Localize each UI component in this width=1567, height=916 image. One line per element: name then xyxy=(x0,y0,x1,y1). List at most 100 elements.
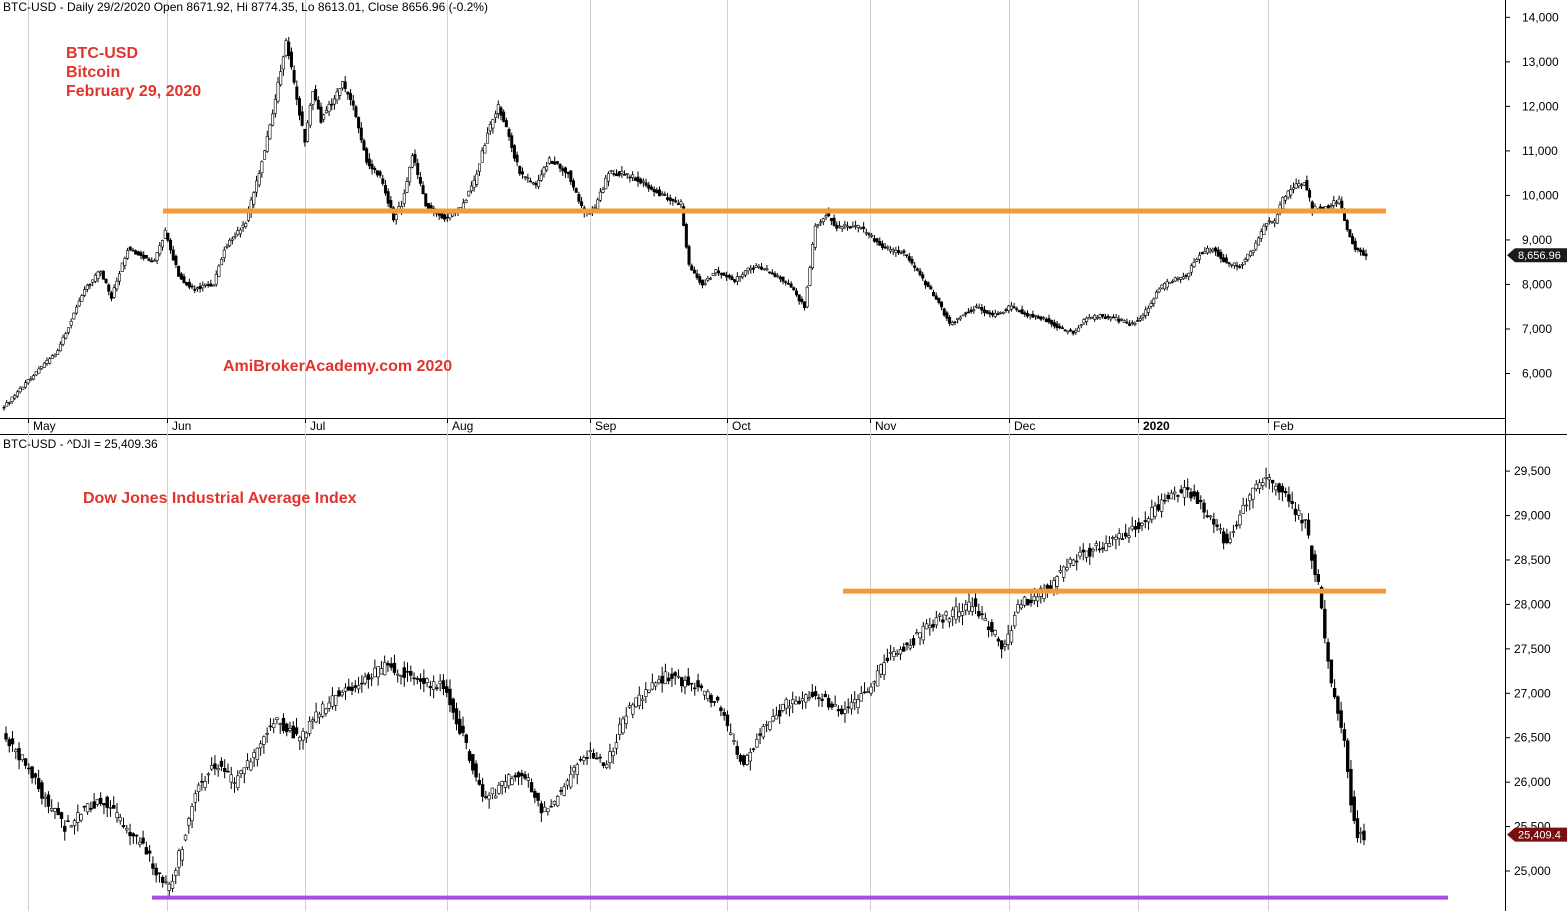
btc-candle xyxy=(128,246,132,251)
btc-candle xyxy=(1050,320,1054,325)
btc-candle xyxy=(1248,250,1252,256)
btc-candle xyxy=(1270,221,1274,223)
dji-candle xyxy=(836,708,841,712)
btc-candle xyxy=(1146,307,1150,313)
dji-candle xyxy=(115,812,119,819)
dji-candle xyxy=(964,604,968,611)
btc-candle xyxy=(394,214,398,220)
dji-candle xyxy=(1137,522,1141,530)
btc-candle xyxy=(1074,330,1078,333)
btc-candle xyxy=(10,396,14,402)
dji-candle xyxy=(405,671,410,673)
x-tick-label: 2020 xyxy=(1143,419,1170,433)
dji-candle xyxy=(56,807,60,816)
btc-candle xyxy=(66,327,70,333)
btc-candle xyxy=(166,232,170,241)
btc-candle xyxy=(187,281,191,288)
dji-candle xyxy=(467,751,472,761)
dji-candle xyxy=(1231,531,1236,533)
dji-candle xyxy=(1061,566,1066,578)
dji-candle xyxy=(1264,477,1268,479)
btc-candle xyxy=(316,99,320,110)
dji-candle xyxy=(350,686,354,691)
btc-candle xyxy=(950,321,954,325)
dji-candle xyxy=(853,699,857,704)
btc-candle xyxy=(730,276,734,281)
dji-candle xyxy=(709,694,713,703)
dji-candle xyxy=(1176,495,1180,497)
dji-candle xyxy=(1287,494,1291,502)
btc-candle xyxy=(303,128,307,143)
btc-candle xyxy=(974,305,978,308)
btc-candle xyxy=(674,200,678,203)
dji-candle xyxy=(745,755,749,765)
dji-candle xyxy=(1114,536,1118,540)
btc-candle xyxy=(340,81,344,89)
dji-candle xyxy=(637,694,641,706)
btc-candle xyxy=(899,252,903,254)
dji-candle xyxy=(804,694,808,703)
btc-candle xyxy=(1114,317,1118,321)
dji-candle xyxy=(725,714,730,727)
btc-candle xyxy=(255,180,259,193)
btc-last-price-label: 8,656.96 xyxy=(1518,250,1561,262)
btc-candle xyxy=(1144,309,1148,316)
dji-candle xyxy=(138,841,142,845)
dji-candle xyxy=(839,708,844,715)
y-tick-label: 11,000 xyxy=(1522,144,1558,158)
btc-candle xyxy=(1286,190,1290,198)
dji-candle xyxy=(983,618,988,622)
btc-candle xyxy=(201,284,205,289)
btc-candle xyxy=(1136,320,1140,322)
dji-candle xyxy=(317,713,322,718)
btc-candle xyxy=(1227,262,1231,265)
dji-candle xyxy=(1251,487,1255,500)
dji-candle xyxy=(1336,696,1340,714)
btc-candle xyxy=(220,258,224,266)
btc-candle xyxy=(1345,220,1349,230)
x-tick-label: Jul xyxy=(310,419,325,433)
dji-last-price-tag xyxy=(1507,827,1567,842)
dji-candle xyxy=(307,721,312,734)
dji-candle xyxy=(281,718,286,731)
dji-candle xyxy=(588,750,593,753)
btc-candle xyxy=(948,317,952,324)
dji-candle xyxy=(216,768,220,771)
btc-candle xyxy=(120,262,124,272)
btc-candle xyxy=(448,213,452,219)
dji-candle xyxy=(63,825,67,832)
btc-candle xyxy=(1173,277,1177,282)
dji-candle xyxy=(618,723,622,735)
btc-candle xyxy=(870,235,874,237)
dji-candle xyxy=(1058,570,1063,573)
y-tick-label: 25,000 xyxy=(1514,864,1551,878)
dji-candle xyxy=(1006,633,1010,645)
dji-candle xyxy=(209,765,214,770)
btc-candle xyxy=(1289,189,1293,196)
btc-candle xyxy=(1017,310,1021,313)
dji-candle xyxy=(1326,642,1330,662)
dji-candle xyxy=(471,754,475,771)
btc-candle xyxy=(1163,283,1167,290)
dji-candle xyxy=(771,716,775,722)
btc-candle xyxy=(115,280,119,290)
dji-candle xyxy=(363,676,367,684)
btc-candle xyxy=(1257,237,1261,246)
btc-candle xyxy=(1179,277,1183,280)
dji-candle xyxy=(105,796,109,808)
dji-candle xyxy=(118,816,122,822)
dji-candle xyxy=(520,772,524,777)
dji-candle xyxy=(1055,576,1059,587)
dji-candle xyxy=(458,718,462,734)
btc-candle xyxy=(609,170,613,172)
btc-annotation-line-3: February 29, 2020 xyxy=(66,83,202,100)
dji-candle xyxy=(689,682,694,685)
btc-candle xyxy=(757,266,761,268)
dji-candle xyxy=(523,774,527,779)
btc-candle xyxy=(424,193,428,207)
btc-candle xyxy=(375,170,379,176)
dji-candle xyxy=(582,757,586,761)
dji-candle xyxy=(507,774,511,787)
btc-candle xyxy=(338,88,342,96)
